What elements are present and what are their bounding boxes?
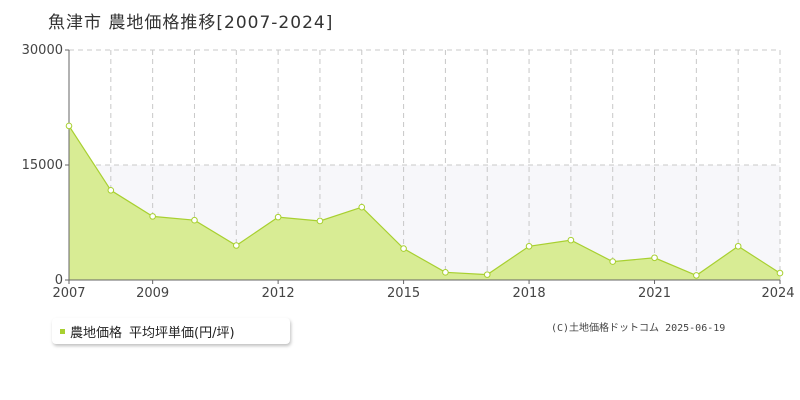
x-tick-label: 2009 xyxy=(136,286,169,301)
data-point xyxy=(316,217,324,225)
x-tick-label: 2007 xyxy=(52,286,85,301)
data-point xyxy=(107,187,115,194)
area-series xyxy=(68,125,781,281)
y-tick-labels: 0 15000 30000 xyxy=(22,43,63,288)
data-point xyxy=(734,242,742,250)
data-point xyxy=(651,254,658,262)
axes xyxy=(65,49,781,284)
legend-swatch xyxy=(60,328,65,334)
x-tick-label: 2018 xyxy=(513,286,546,301)
data-point xyxy=(525,242,533,250)
data-point xyxy=(149,213,156,220)
copyright-text: (C)土地価格ドットコム 2025-06-19 xyxy=(551,323,726,334)
y-tick-label: 15000 xyxy=(22,158,63,173)
legend-text: 農地価格 平均坪単価(円/坪) xyxy=(70,322,235,341)
data-point xyxy=(776,269,784,277)
y-tick-label: 0 xyxy=(55,273,63,288)
data-point xyxy=(442,269,449,276)
area-fill xyxy=(69,125,780,281)
data-point xyxy=(358,203,366,211)
series-line xyxy=(68,125,781,277)
legend-unit-label: 平均坪単価(円/坪) xyxy=(129,325,235,341)
chart-title: 魚津市 農地価格推移[2007-2024] xyxy=(48,13,334,33)
data-point xyxy=(274,213,282,221)
x-tick-label: 2021 xyxy=(638,286,671,301)
data-point xyxy=(483,271,491,278)
data-point xyxy=(232,242,240,249)
data-point xyxy=(65,122,73,130)
y-tick-label: 30000 xyxy=(22,43,63,58)
data-point xyxy=(609,258,617,265)
data-point xyxy=(400,245,407,252)
data-points xyxy=(65,122,784,279)
x-tick-label: 2015 xyxy=(387,286,420,301)
x-tick-label: 2012 xyxy=(262,286,295,301)
data-point xyxy=(693,272,700,279)
legend-series-label: 農地価格 xyxy=(70,325,123,341)
x-tick-label: 2024 xyxy=(761,286,794,301)
x-tick-labels: 2007 2009 2012 2015 2018 2021 2024 xyxy=(52,286,794,301)
data-point xyxy=(191,216,198,224)
legend: 農地価格 平均坪単価(円/坪) xyxy=(52,318,290,344)
data-point xyxy=(567,236,575,244)
